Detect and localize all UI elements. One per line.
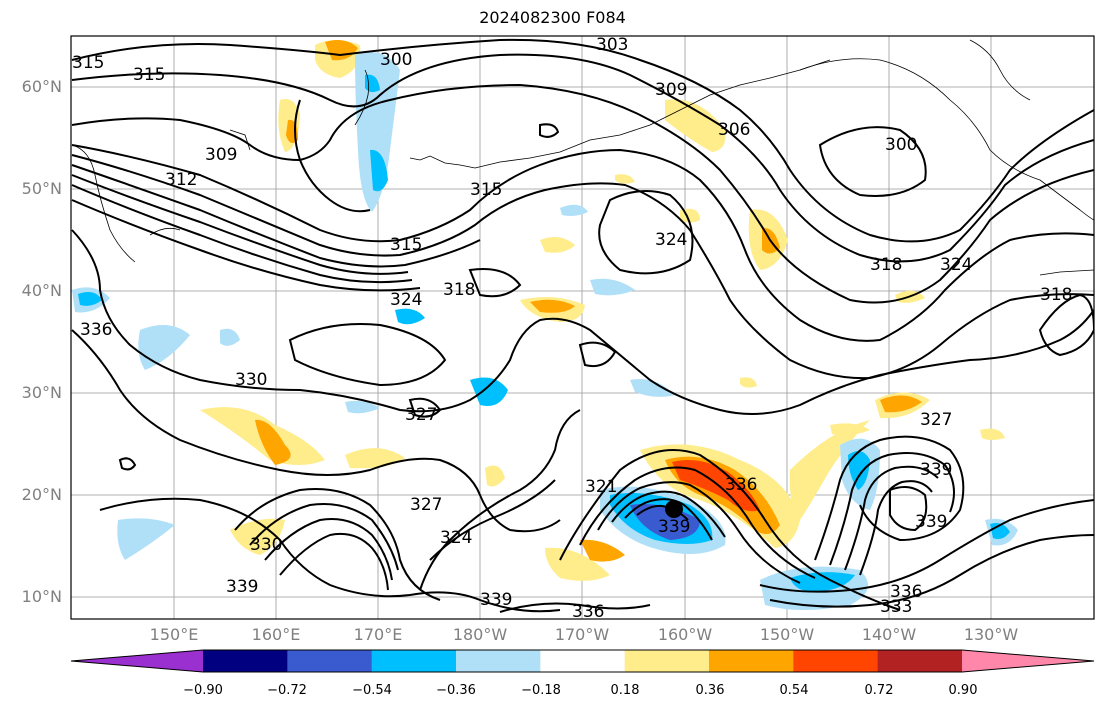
colorbar-bin — [709, 650, 794, 672]
storm-center-marker — [665, 500, 683, 518]
lat-label: 60°N — [21, 77, 62, 96]
contour-label: 339 — [915, 512, 947, 532]
contour-label: 336 — [80, 320, 112, 340]
colorbar-tick-label: 0.54 — [779, 683, 809, 698]
lon-label: 150°E — [149, 625, 199, 644]
lon-label: 160°W — [657, 625, 713, 644]
contour-label: 339 — [658, 517, 690, 537]
contour-label: 300 — [380, 50, 412, 70]
contour-label: 324 — [440, 528, 472, 548]
contour-label: 318 — [443, 280, 475, 300]
contour-label: 330 — [250, 535, 282, 555]
colorbar-tick-label: 0.72 — [864, 683, 894, 698]
contour-label: 309 — [655, 80, 687, 100]
colorbar-bin — [456, 650, 541, 672]
colorbar-bin — [287, 650, 373, 672]
lon-label: 180°W — [452, 625, 508, 644]
colorbar-outline — [70, 649, 1095, 673]
colorbar-tick-label: 0.90 — [948, 683, 978, 698]
lat-label: 20°N — [21, 485, 62, 504]
contour-label: 315 — [470, 180, 502, 200]
colorbar-tick-label: −0.36 — [436, 683, 476, 698]
contour-label: 327 — [410, 495, 442, 515]
lon-label: 160°E — [251, 625, 301, 644]
contour-label: 312 — [165, 170, 197, 190]
contour-label: 324 — [390, 290, 422, 310]
colorbar-tick-label: −0.72 — [267, 683, 307, 698]
colorbar-extend-low — [71, 650, 203, 672]
contour-label: 306 — [718, 120, 750, 140]
colorbar-bin — [203, 650, 288, 672]
lat-label: 40°N — [21, 281, 62, 300]
colorbar-tick-label: −0.18 — [521, 683, 561, 698]
lat-label: 50°N — [21, 179, 62, 198]
colorbar-extend-high — [962, 650, 1094, 672]
lon-label: 150°W — [759, 625, 815, 644]
map-title: 2024082300 F084 — [479, 8, 626, 27]
colorbar-bin — [371, 650, 457, 672]
contour-label: 324 — [655, 230, 687, 250]
contour-label: 327 — [405, 405, 437, 425]
colorbar-tick-label: −0.90 — [183, 683, 223, 698]
colorbar-tick-label: 0.18 — [610, 683, 640, 698]
contour-label: 321 — [585, 477, 617, 497]
lat-label: 30°N — [21, 383, 62, 402]
colorbar-bin — [624, 650, 710, 672]
height-contours — [71, 38, 1094, 613]
colorbar-bin — [540, 650, 626, 672]
contour-label: 336 — [725, 475, 757, 495]
contour-label: 327 — [920, 410, 952, 430]
lat-label: 10°N — [21, 587, 62, 606]
contour-label: 309 — [205, 145, 237, 165]
contour-label: 333 — [880, 597, 912, 617]
coastlines — [71, 39, 1094, 276]
contour-label: 315 — [390, 235, 422, 255]
contour-label: 315 — [72, 53, 104, 73]
lon-label: 170°W — [554, 625, 610, 644]
contour-label: 315 — [133, 65, 165, 85]
colorbar-bin — [877, 650, 963, 672]
shaded-anomaly-fields — [72, 40, 1018, 610]
contour-label: 336 — [890, 582, 922, 602]
lon-label: 140°W — [861, 625, 917, 644]
map-frame — [70, 35, 1095, 620]
colorbar-tick-label: 0.36 — [695, 683, 725, 698]
contour-labels: 315 315 300 303 309 309 306 300 312 315 … — [72, 35, 1072, 622]
contour-label: 303 — [596, 35, 628, 55]
contour-label: 318 — [1040, 285, 1072, 305]
contour-label: 339 — [480, 590, 512, 610]
lon-label: 130°W — [963, 625, 1019, 644]
contour-label: 339 — [920, 460, 952, 480]
contour-label: 324 — [940, 255, 972, 275]
contour-label: 339 — [226, 577, 258, 597]
colorbar-bin — [793, 650, 879, 672]
contour-label: 300 — [885, 135, 917, 155]
colorbar-tick-label: −0.54 — [352, 683, 392, 698]
lon-label: 170°E — [353, 625, 403, 644]
contour-label: 318 — [870, 255, 902, 275]
colorbar — [70, 649, 1095, 673]
contour-label: 336 — [572, 602, 604, 622]
contour-label: 330 — [235, 370, 267, 390]
